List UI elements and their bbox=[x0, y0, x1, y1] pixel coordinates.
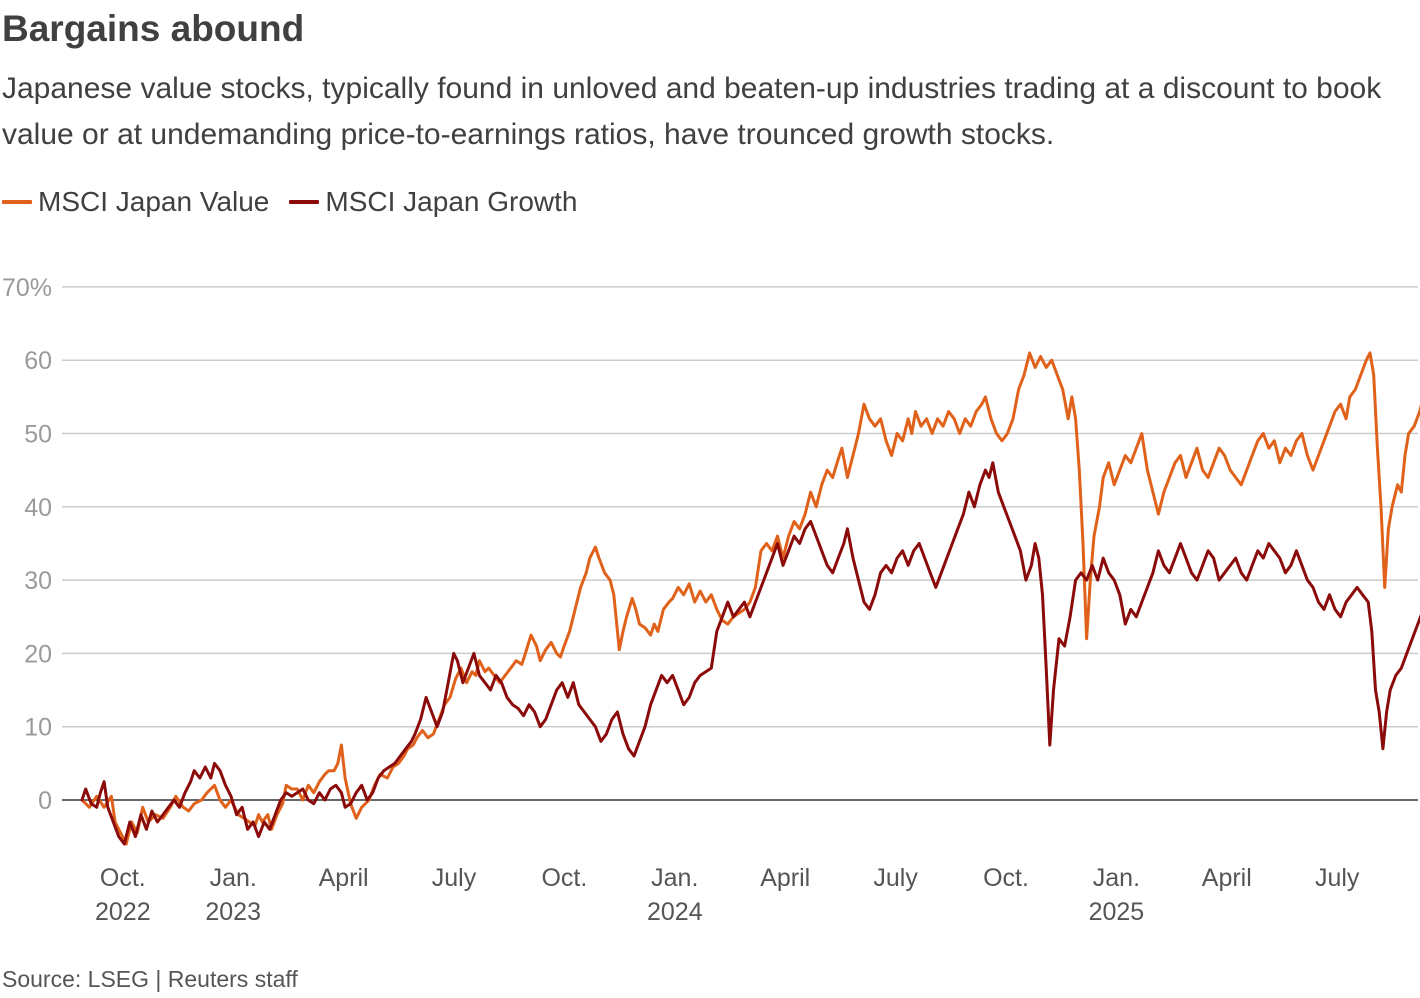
x-tick-year-label: 2024 bbox=[647, 898, 703, 926]
x-tick-label: Oct. bbox=[100, 864, 146, 892]
gridlines bbox=[62, 286, 1418, 801]
x-tick-label: Oct. bbox=[541, 864, 587, 892]
y-tick-label: 30 bbox=[24, 567, 52, 595]
legend: MSCI Japan Value MSCI Japan Growth bbox=[2, 186, 598, 218]
x-tick-year-label: 2023 bbox=[205, 898, 261, 926]
y-tick-label: 20 bbox=[24, 640, 52, 668]
legend-label-growth: MSCI Japan Growth bbox=[325, 186, 578, 217]
legend-swatch-value bbox=[2, 200, 32, 204]
legend-item-growth: MSCI Japan Growth bbox=[289, 186, 578, 218]
y-tick-label: 70% bbox=[2, 274, 52, 302]
x-tick-year-label: 2022 bbox=[95, 898, 151, 926]
legend-label-value: MSCI Japan Value bbox=[38, 186, 270, 217]
x-tick-label: Jan. bbox=[1093, 864, 1140, 892]
x-tick-label: Jan. bbox=[210, 864, 257, 892]
series-line-value bbox=[80, 351, 1420, 846]
y-tick-label: 10 bbox=[24, 714, 52, 742]
x-tick-label: July bbox=[432, 864, 477, 892]
x-tick-label: April bbox=[760, 864, 810, 892]
legend-swatch-growth bbox=[289, 200, 320, 204]
x-tick-label: Jan. bbox=[651, 864, 698, 892]
x-tick-label: July bbox=[873, 864, 918, 892]
chart-subtitle: Japanese value stocks, typically found i… bbox=[2, 72, 1382, 151]
series-lines bbox=[80, 351, 1420, 846]
legend-item-value: MSCI Japan Value bbox=[2, 186, 269, 218]
x-tick-label: July bbox=[1315, 864, 1360, 892]
y-tick-label: 0 bbox=[38, 787, 52, 815]
source-note: Source: LSEG | Reuters staff bbox=[2, 966, 298, 992]
x-tick-label: April bbox=[1202, 864, 1252, 892]
x-tick-label: Oct. bbox=[983, 864, 1029, 892]
y-tick-label: 60 bbox=[24, 347, 52, 375]
y-tick-label: 50 bbox=[24, 421, 52, 449]
x-tick-year-label: 2025 bbox=[1089, 898, 1145, 926]
x-tick-label: April bbox=[319, 864, 369, 892]
y-tick-label: 40 bbox=[24, 494, 52, 522]
x-axis-ticks: Oct. 2022 Jan. 2023 April July Oct. Jan. 2024 Apr… bbox=[95, 864, 1360, 926]
series-line-growth bbox=[80, 461, 1420, 846]
chart-title: Bargains abound bbox=[2, 8, 305, 49]
y-axis-ticks: 0 10 20 30 40 50 60 70% bbox=[2, 274, 52, 815]
